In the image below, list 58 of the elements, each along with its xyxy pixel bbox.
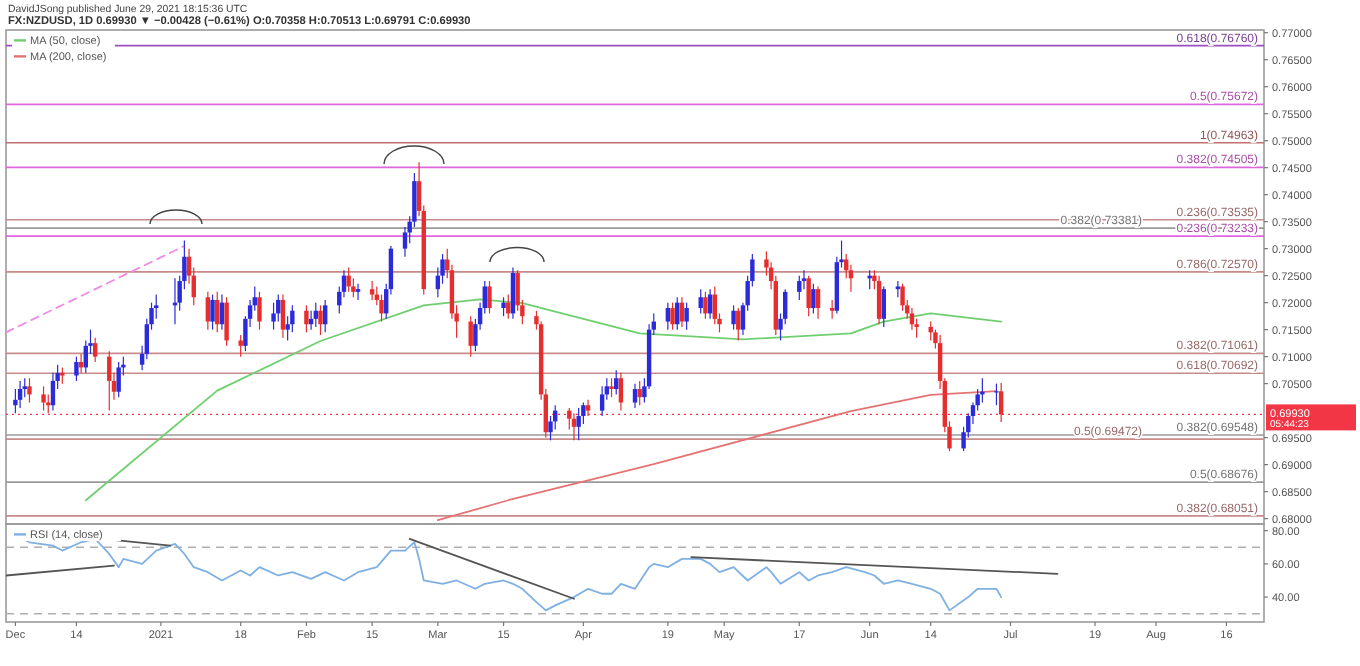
candlestick [271,302,276,331]
candlestick [13,388,18,414]
candlestick [304,304,309,333]
candlestick [74,356,79,382]
candlestick [909,307,915,331]
candlestick [355,283,361,301]
candlestick [50,372,56,412]
candlestick [27,377,32,404]
candlestick [238,334,243,358]
candlestick [290,304,295,333]
candlestick [698,288,703,315]
candlestick [637,380,642,406]
candlestick [736,307,741,342]
candlestick [585,399,591,417]
candlestick [17,380,23,409]
candlestick [92,337,98,363]
candlestick [632,383,638,409]
candlestick [322,299,328,333]
candlestick [510,266,516,320]
candlestick [318,304,323,336]
candlestick [468,315,473,358]
candlestick [346,266,351,293]
candlestick [994,383,999,406]
candlestick [205,291,211,331]
candlestick [811,283,816,315]
candlestick [895,280,901,298]
candlestick [487,280,492,315]
candlestick [599,385,605,417]
candlestick [257,291,262,331]
candlestick [614,369,619,396]
candlestick [116,361,121,398]
candlestick [224,296,229,347]
candlestick [501,296,506,317]
candlestick [665,302,671,331]
candlestick [576,407,581,441]
candlestick [369,280,375,301]
candlestick [609,377,614,398]
candlestick [797,275,802,301]
candlestick [806,275,811,317]
candlestick [215,291,220,333]
candlestick [900,283,905,312]
candlestick [829,299,835,320]
candlestick [618,372,624,412]
candlestick [684,302,689,331]
candlestick [881,285,886,328]
candlestick [280,293,286,339]
candlestick [815,285,821,320]
candlestick [679,296,685,328]
candlestick [379,293,384,323]
candlestick [712,285,717,325]
candlestick [41,385,46,412]
candlestick [876,275,882,325]
candlestick [998,382,1004,423]
candlestick [703,291,708,320]
candlestick [210,293,215,331]
candlestick [731,304,736,331]
candlestick [107,350,112,412]
candlestick [670,302,675,331]
